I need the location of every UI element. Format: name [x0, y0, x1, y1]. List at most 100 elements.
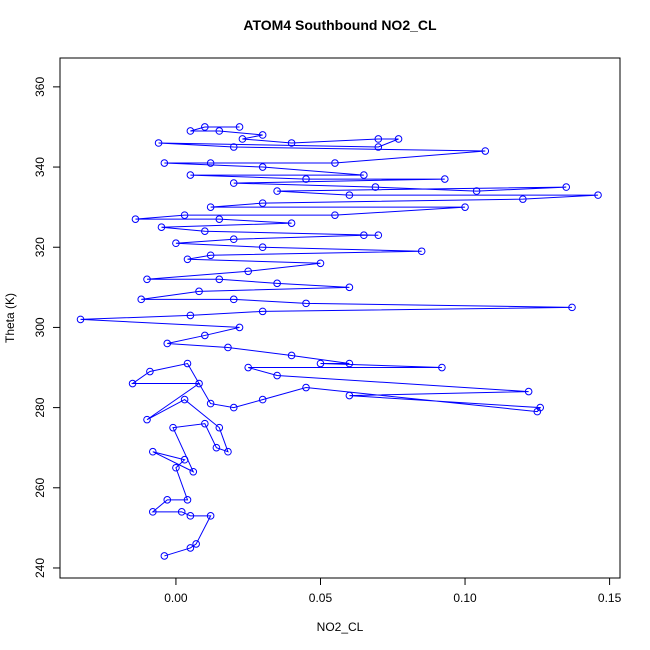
x-tick-label: 0.05 [309, 591, 333, 605]
y-tick-label: 340 [33, 157, 47, 177]
data-point [374, 231, 383, 240]
data-point [183, 359, 192, 368]
data-point [258, 243, 267, 252]
data-point [244, 267, 253, 276]
data-point [273, 371, 281, 380]
data-point [206, 512, 215, 520]
data-point [316, 359, 325, 368]
data-point [169, 423, 177, 432]
data-point [287, 139, 296, 147]
y-axis-label: Theta (K) [3, 293, 17, 343]
data-point [331, 211, 339, 219]
y-tick-label: 280 [33, 397, 47, 417]
chart-title: ATOM4 Southbound NO2_CL [243, 17, 437, 33]
data-point [302, 175, 310, 183]
data-point [229, 295, 238, 304]
data-point [331, 159, 339, 167]
data-point [215, 127, 224, 135]
data-point [374, 143, 383, 151]
data-point [371, 183, 380, 191]
data-point [183, 255, 192, 264]
data-point [244, 363, 253, 372]
data-point [180, 395, 189, 404]
data-point [562, 183, 571, 191]
data-point [273, 279, 281, 288]
data-point [258, 163, 267, 171]
data-point [394, 135, 403, 143]
data-point [186, 127, 195, 135]
data-point [287, 219, 296, 227]
y-tick-label: 320 [33, 237, 47, 257]
data-point [163, 339, 172, 348]
data-point [345, 191, 354, 199]
y-tick-label: 260 [33, 477, 47, 497]
data-point [374, 135, 383, 143]
data-point [186, 544, 195, 552]
data-point [229, 143, 238, 151]
data-point [360, 171, 368, 179]
data-point [201, 123, 209, 131]
data-point [229, 403, 238, 412]
data-point [195, 287, 203, 296]
data-point [206, 203, 215, 211]
data-point [524, 387, 533, 396]
data-point [160, 159, 169, 167]
data-point [438, 363, 446, 372]
data-point [536, 403, 545, 412]
x-axis-label: NO2_CL [317, 620, 364, 634]
data-point [302, 383, 310, 392]
data-point [128, 379, 137, 388]
data-point [146, 367, 154, 376]
data-point [215, 423, 224, 432]
data-point [206, 251, 215, 260]
data-point [287, 351, 296, 360]
data-point [177, 508, 186, 516]
data-point [224, 343, 232, 352]
data-point [316, 259, 325, 268]
data-point [201, 227, 209, 235]
data-point [481, 147, 490, 155]
data-point [180, 455, 189, 464]
data-point [195, 379, 203, 388]
x-tick-label: 0.00 [164, 591, 188, 605]
data-point [215, 275, 224, 284]
data-point [235, 123, 244, 131]
data-point [215, 215, 224, 223]
data-point [160, 552, 169, 560]
data-point [258, 307, 267, 316]
data-point [441, 175, 449, 183]
data-point [461, 203, 469, 211]
data-point [149, 447, 157, 456]
y-tick-label: 360 [33, 77, 47, 97]
data-point [137, 295, 146, 304]
data-point [229, 235, 238, 244]
data-point [345, 359, 354, 368]
x-tick-label: 0.15 [598, 591, 622, 605]
y-tick-label: 300 [33, 317, 47, 337]
data-point [519, 195, 527, 203]
data-point [345, 391, 354, 400]
data-point [201, 331, 209, 340]
data-point [235, 323, 244, 332]
data-point [206, 399, 215, 408]
data-point [157, 223, 166, 231]
data-point [163, 496, 172, 504]
data-point [189, 467, 198, 476]
data-point [258, 199, 267, 207]
data-point [180, 211, 189, 219]
data-point [417, 247, 426, 256]
data-point [186, 171, 195, 179]
data-point [594, 191, 602, 199]
series-line [80, 126, 599, 557]
data-point [154, 139, 163, 147]
data-point [206, 159, 215, 167]
data-point [238, 135, 247, 143]
data-point [172, 463, 180, 472]
data-point [192, 540, 200, 548]
data-point [201, 419, 209, 428]
x-tick-label: 0.10 [453, 591, 477, 605]
data-point [472, 187, 481, 195]
data-point [143, 415, 151, 424]
